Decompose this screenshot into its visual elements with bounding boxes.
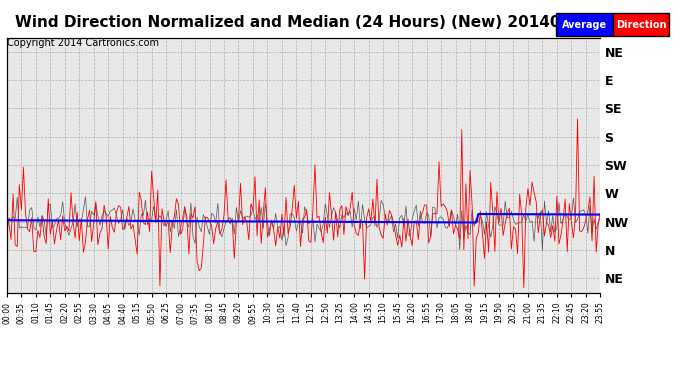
Text: Direction: Direction — [615, 20, 667, 30]
Text: Copyright 2014 Cartronics.com: Copyright 2014 Cartronics.com — [7, 38, 159, 48]
Text: Wind Direction Normalized and Median (24 Hours) (New) 20140302: Wind Direction Normalized and Median (24… — [15, 15, 592, 30]
Text: Average: Average — [562, 20, 607, 30]
